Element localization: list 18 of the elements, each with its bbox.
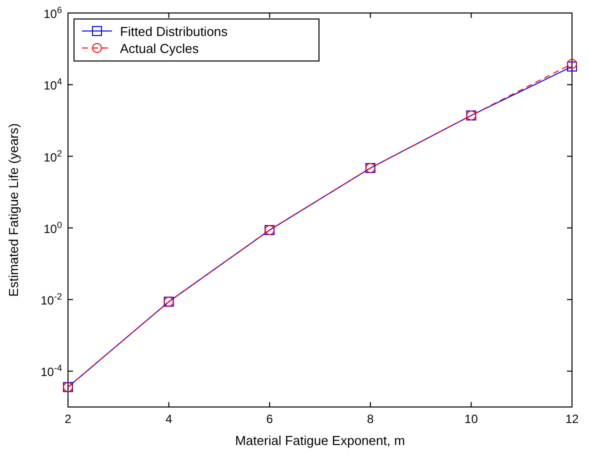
x-tick-label: 6 bbox=[266, 412, 274, 426]
y-tick-label: 10$^{0}$ bbox=[44, 220, 62, 236]
legend-label: Actual Cycles bbox=[120, 41, 200, 56]
x-axis-title: Material Fatigue Exponent, m bbox=[235, 433, 405, 448]
x-tick-label: 10 bbox=[464, 412, 478, 426]
y-tick-label: 10$^{6}$ bbox=[44, 5, 62, 21]
x-tick-label: 2 bbox=[64, 412, 72, 426]
legend-label: Fitted Distributions bbox=[120, 24, 228, 39]
y-axis-title: Estimated Fatigue Life (years) bbox=[6, 123, 21, 297]
x-tick-label: 4 bbox=[165, 412, 172, 426]
x-tick-label: 12 bbox=[565, 412, 579, 426]
y-tick-label: 10$^{-4}$ bbox=[40, 363, 62, 380]
point bbox=[567, 62, 577, 72]
x-tick-label: 8 bbox=[367, 412, 374, 426]
y-tick-label: 10$^{4}$ bbox=[44, 76, 62, 93]
y-tick-label: 10$^{-2}$ bbox=[40, 292, 62, 308]
y-tick-label: 10$^{2}$ bbox=[44, 148, 62, 164]
point bbox=[567, 58, 577, 69]
